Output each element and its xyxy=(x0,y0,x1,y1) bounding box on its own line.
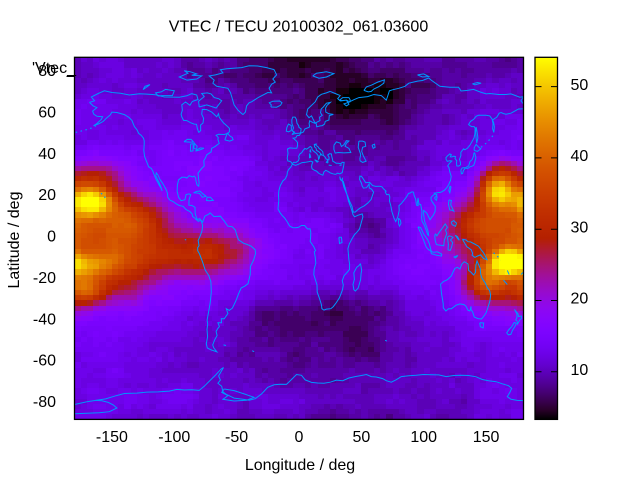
svg-text:40: 40 xyxy=(571,148,589,165)
svg-text:20: 20 xyxy=(38,187,56,204)
svg-text:60: 60 xyxy=(38,104,56,121)
svg-text:100: 100 xyxy=(410,429,437,446)
svg-text:-150: -150 xyxy=(96,429,128,446)
svg-text:50: 50 xyxy=(353,429,371,446)
svg-text:30: 30 xyxy=(571,219,589,236)
svg-text:80: 80 xyxy=(38,63,56,80)
svg-text:-50: -50 xyxy=(225,429,248,446)
svg-text:Longitude / deg: Longitude / deg xyxy=(245,457,355,474)
svg-text:0: 0 xyxy=(295,429,304,446)
svg-text:VTEC / TECU 20100302_061.03600: VTEC / TECU 20100302_061.03600 xyxy=(169,19,429,36)
svg-text:40: 40 xyxy=(38,146,56,163)
svg-text:'Vtec_: 'Vtec_ xyxy=(32,60,77,77)
svg-text:20: 20 xyxy=(571,291,589,308)
svg-text:-80: -80 xyxy=(33,394,56,411)
svg-text:0: 0 xyxy=(47,229,56,246)
svg-text:50: 50 xyxy=(571,77,589,94)
svg-text:150: 150 xyxy=(473,429,500,446)
svg-text:-60: -60 xyxy=(33,353,56,370)
svg-text:-100: -100 xyxy=(158,429,190,446)
svg-text:Latitude / deg: Latitude / deg xyxy=(6,192,23,289)
svg-text:-40: -40 xyxy=(33,311,56,328)
svg-text:-20: -20 xyxy=(33,270,56,287)
svg-text:10: 10 xyxy=(571,362,589,379)
